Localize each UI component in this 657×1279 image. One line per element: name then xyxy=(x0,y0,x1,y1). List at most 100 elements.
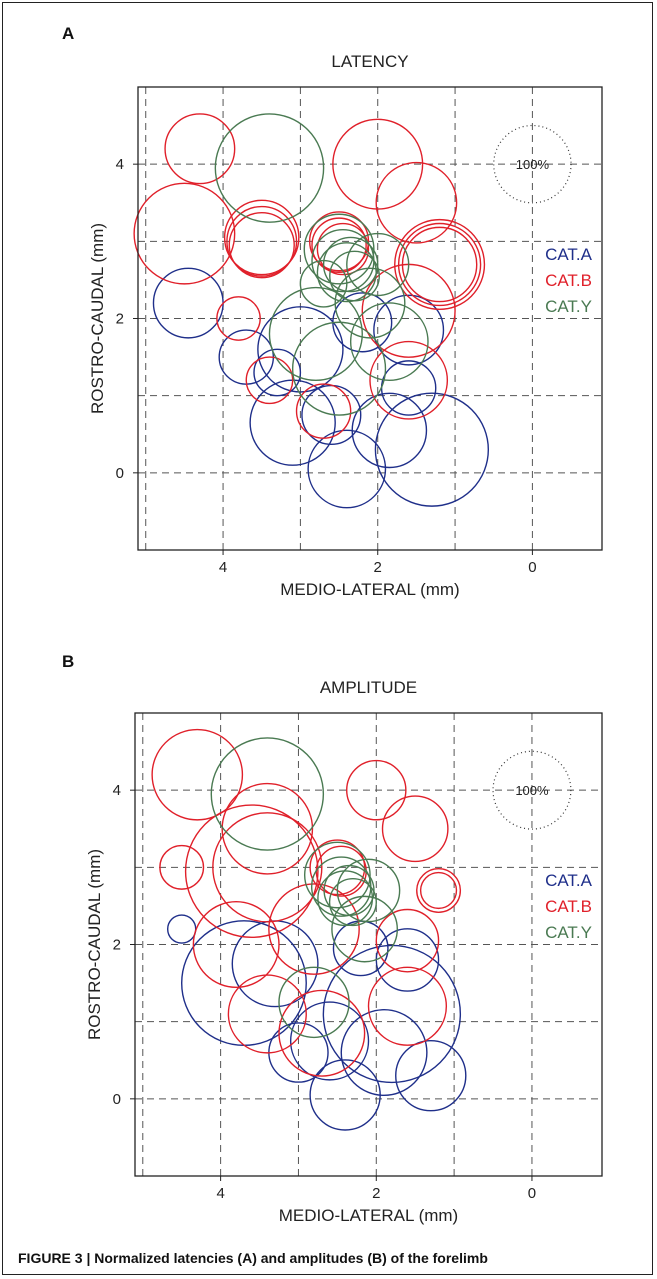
x-tick-label: 0 xyxy=(528,1185,536,1202)
data-circle xyxy=(380,360,437,416)
data-circle xyxy=(278,989,366,1077)
data-circle xyxy=(381,795,449,863)
data-circle xyxy=(268,883,360,975)
y-tick-label: 2 xyxy=(113,937,121,954)
x-axis-label: MEDIO-LATERAL (mm) xyxy=(279,1206,458,1225)
data-circle xyxy=(268,286,363,382)
data-circle xyxy=(374,392,490,507)
series-cat-a xyxy=(152,267,490,509)
data-circle xyxy=(328,878,377,927)
data-circle xyxy=(349,302,429,382)
chart-title: AMPLITUDE xyxy=(320,678,417,697)
data-circle xyxy=(334,267,406,339)
data-circle xyxy=(316,222,370,276)
data-circle xyxy=(308,211,370,272)
y-axis-label: ROSTRO-CAUDAL (mm) xyxy=(85,849,104,1040)
reference-label: 100% xyxy=(516,157,550,172)
figure-caption: FIGURE 3 | Normalized latencies (A) and … xyxy=(18,1250,488,1266)
data-circle xyxy=(375,161,458,244)
latency-panel: 100% 4 2 0 0 2 4 LATENCY MEDIO-LATERAL (mm) ROSTR… xyxy=(88,52,603,599)
x-tick-label: 0 xyxy=(528,559,536,576)
data-circle xyxy=(227,974,307,1054)
data-circle xyxy=(212,812,323,923)
data-circle xyxy=(151,728,244,821)
data-circle xyxy=(322,944,462,1084)
data-circle xyxy=(416,867,462,913)
panel-label-a: A xyxy=(62,24,75,43)
legend-entry: CAT.A xyxy=(545,871,593,890)
data-circle xyxy=(223,199,300,276)
x-tick-label: 4 xyxy=(219,559,227,576)
data-circle xyxy=(214,113,325,223)
data-circle xyxy=(257,306,344,393)
x-tick-label: 2 xyxy=(374,559,382,576)
data-circle xyxy=(419,871,458,910)
data-circle xyxy=(332,118,424,210)
series-cat-y xyxy=(214,113,429,416)
y-tick-label: 0 xyxy=(113,1091,121,1108)
data-circle xyxy=(375,908,440,973)
data-circle xyxy=(311,217,367,273)
data-circle xyxy=(299,259,348,308)
data-circle xyxy=(159,844,205,890)
data-circle xyxy=(295,383,352,439)
data-circle xyxy=(184,804,319,939)
data-circle xyxy=(164,113,236,185)
y-tick-label: 2 xyxy=(116,311,124,328)
y-tick-label: 4 xyxy=(113,782,121,799)
data-circle xyxy=(152,267,224,339)
y-axis-label: ROSTRO-CAUDAL (mm) xyxy=(88,223,107,414)
data-circle xyxy=(373,294,445,366)
data-circle xyxy=(329,250,380,302)
grid xyxy=(135,713,602,1176)
series-cat-b xyxy=(133,113,486,439)
data-circle xyxy=(395,1039,467,1112)
data-circle xyxy=(397,222,482,307)
data-circle xyxy=(289,1001,370,1081)
legend-entry: CAT.B xyxy=(545,271,592,290)
data-circle xyxy=(192,900,280,989)
series-cat-y xyxy=(210,737,401,1039)
data-circle xyxy=(307,429,387,509)
data-circle xyxy=(245,356,294,405)
reference-circle xyxy=(492,750,572,830)
legend-entry: CAT.A xyxy=(545,245,593,264)
data-circle xyxy=(133,182,236,285)
x-axis-label: MEDIO-LATERAL (mm) xyxy=(280,580,459,599)
data-circle xyxy=(394,218,486,311)
data-circle xyxy=(331,895,398,963)
data-circle xyxy=(210,737,325,851)
reference-label: 100% xyxy=(515,783,549,798)
y-tick-label: 0 xyxy=(116,465,124,482)
legend-entry: CAT.B xyxy=(545,897,592,916)
data-circle xyxy=(340,1009,428,1097)
data-circle xyxy=(303,213,375,285)
data-circle xyxy=(249,379,336,466)
series-cat-b xyxy=(151,728,462,1077)
data-circle xyxy=(303,841,371,909)
amplitude-panel: 100% 4 2 0 0 2 4 AMPLITUDE MEDIO-LATERAL (mm) ROS… xyxy=(85,678,603,1225)
reference-circle xyxy=(493,124,572,204)
chart-title: LATENCY xyxy=(331,52,408,71)
legend-entry: CAT.Y xyxy=(545,923,592,942)
data-circle xyxy=(278,966,350,1039)
grid xyxy=(138,87,602,550)
panel-label-b: B xyxy=(62,652,75,671)
data-circle xyxy=(346,759,407,821)
data-circle xyxy=(351,392,428,469)
data-circle xyxy=(322,236,379,293)
data-circle xyxy=(166,914,197,944)
data-circle xyxy=(253,348,302,397)
y-tick-label: 4 xyxy=(116,156,124,173)
x-tick-label: 2 xyxy=(372,1185,380,1202)
data-circle xyxy=(346,232,410,297)
data-circle xyxy=(216,296,261,341)
data-circle xyxy=(369,340,449,420)
data-circle xyxy=(336,858,401,923)
data-circle xyxy=(291,321,387,416)
data-circle xyxy=(228,212,295,279)
data-circle xyxy=(221,782,314,875)
data-circle xyxy=(367,966,448,1046)
